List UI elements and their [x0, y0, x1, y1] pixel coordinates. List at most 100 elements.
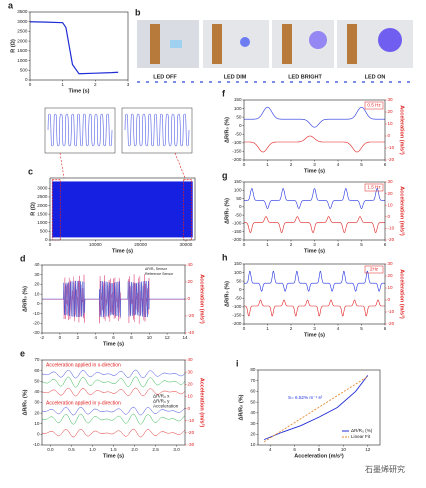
signal — [244, 106, 385, 128]
x-tick-label: 1.0 — [89, 447, 96, 452]
y2-axis-label: Acceleration (m/s²) — [399, 105, 406, 155]
signal — [42, 280, 185, 318]
signal — [42, 369, 186, 379]
y-tick-label: 150 — [234, 179, 242, 184]
panel-label: g — [222, 170, 228, 180]
x-tick-label: 0 — [243, 242, 246, 247]
x-tick-label: 6 — [384, 242, 387, 247]
y-tick-label: 60 — [250, 389, 256, 394]
y-tick-label: 1500 — [37, 211, 48, 216]
y-axis-label: ΔR/R₀ (%) — [238, 394, 244, 420]
x-axis-label: Time (s) — [304, 248, 325, 254]
y-tick-label: 0 — [25, 77, 28, 82]
y-tick-label: -50 — [235, 212, 242, 217]
x-tick-label: 4 — [94, 335, 97, 340]
y-tick-label: 0 — [37, 301, 40, 306]
y-tick-label: 0 — [239, 123, 242, 128]
inset-frame — [44, 107, 116, 154]
y-tick-label: 1500 — [17, 48, 28, 53]
y-tick-label: 500 — [40, 229, 48, 234]
x-axis-label: Time (s) — [304, 168, 325, 174]
y-tick-label: 10 — [34, 291, 40, 296]
y-tick-label: 70 — [250, 378, 256, 383]
y2-tick-label: 20 — [388, 191, 394, 196]
y-tick-label: -100 — [232, 221, 242, 226]
y-tick-label: 150 — [234, 97, 242, 102]
x-tick-label: 2 — [290, 162, 293, 167]
legend-entry: Reference Sensor — [145, 272, 174, 276]
x-axis-label: Time (s) — [103, 453, 124, 459]
state-label: LED ON — [365, 74, 386, 80]
y2-tick-label: 10 — [388, 121, 394, 126]
y-tick-label: 100 — [234, 188, 242, 193]
signal — [244, 135, 385, 153]
x-tick-label: 4 — [337, 242, 340, 247]
y-tick-label: -100 — [232, 140, 242, 145]
y-tick-label: 30 — [34, 400, 40, 405]
y-axis-label: R (Ω) — [10, 39, 16, 53]
x-tick-label: 6 — [384, 162, 387, 167]
y-tick-label: 2500 — [37, 194, 48, 199]
tag: 0.5 Hz — [367, 103, 381, 108]
y-tick-label: 2000 — [17, 38, 28, 43]
legend-entry: ΔR/R₀ (%) — [351, 428, 373, 433]
x-tick-label: 10 — [147, 335, 153, 340]
x-axis-label: Time (s) — [304, 332, 325, 338]
y-tick-label: 80 — [250, 367, 256, 372]
panel-label: c — [28, 166, 33, 176]
plot-frame — [29, 11, 129, 81]
y-tick-label: -200 — [232, 157, 242, 162]
y2-axis-label: Acceleration (m/s²) — [199, 378, 206, 428]
y2-tick-label: -20 — [188, 430, 195, 435]
x-tick-label: 2 — [290, 242, 293, 247]
y-tick-label: 2500 — [17, 29, 28, 34]
x-tick-label: 1 — [266, 162, 269, 167]
y2-tick-label: -10 — [388, 226, 395, 231]
y-tick-label: 30 — [250, 421, 256, 426]
y2-tick-label: 20 — [188, 382, 194, 387]
signal — [41, 428, 186, 438]
x-tick-label: 5 — [360, 242, 363, 247]
y2-tick-label: 10 — [388, 202, 394, 207]
legend-entry: ΔR/R₀ Sensor — [145, 267, 168, 271]
x-tick-label: 6 — [293, 447, 296, 452]
y-tick-label: 10 — [250, 442, 256, 447]
y-axis-label: ΔR/R₀ (%) — [22, 389, 28, 415]
state-label: LED DIM — [224, 74, 247, 80]
y2-tick-label: 0 — [188, 296, 191, 301]
y-tick-label: 70 — [34, 357, 40, 362]
x-axis-label: Time (s) — [103, 341, 124, 347]
signal — [42, 376, 186, 388]
y2-tick-label: -20 — [188, 313, 195, 318]
y-tick-label: 30 — [34, 272, 40, 277]
y2-tick-label: -40 — [188, 330, 195, 335]
y2-tick-label: 40 — [188, 262, 194, 267]
x-tick-label: 0.0 — [47, 447, 54, 452]
y2-tick-label: 10 — [388, 285, 394, 290]
y-tick-label: 150 — [234, 261, 242, 266]
signal — [244, 216, 385, 233]
signal — [42, 387, 186, 397]
x-tick-label: 3 — [127, 82, 130, 87]
y-tick-label: 0 — [239, 287, 242, 292]
x-tick-label: 3 — [313, 242, 316, 247]
x-tick-label: 10 — [341, 447, 347, 452]
y-tick-label: 40 — [34, 389, 40, 394]
y-tick-label: 40 — [250, 410, 256, 415]
line — [263, 376, 369, 443]
y2-tick-label: 30 — [188, 369, 194, 374]
watermark: 石墨烯研究 — [365, 464, 405, 474]
inset-frame — [121, 107, 193, 154]
y-tick-label: -10 — [33, 442, 40, 447]
y2-tick-label: 20 — [388, 109, 394, 114]
y-tick-label: 50 — [250, 399, 256, 404]
y2-tick-label: 0 — [388, 297, 391, 302]
y-tick-label: 60 — [34, 368, 40, 373]
x-tick-label: 2 — [76, 335, 79, 340]
y2-tick-label: -10 — [388, 309, 395, 314]
y-tick-label: -150 — [232, 229, 242, 234]
panel-label: e — [20, 348, 25, 358]
y-tick-label: -150 — [232, 149, 242, 154]
